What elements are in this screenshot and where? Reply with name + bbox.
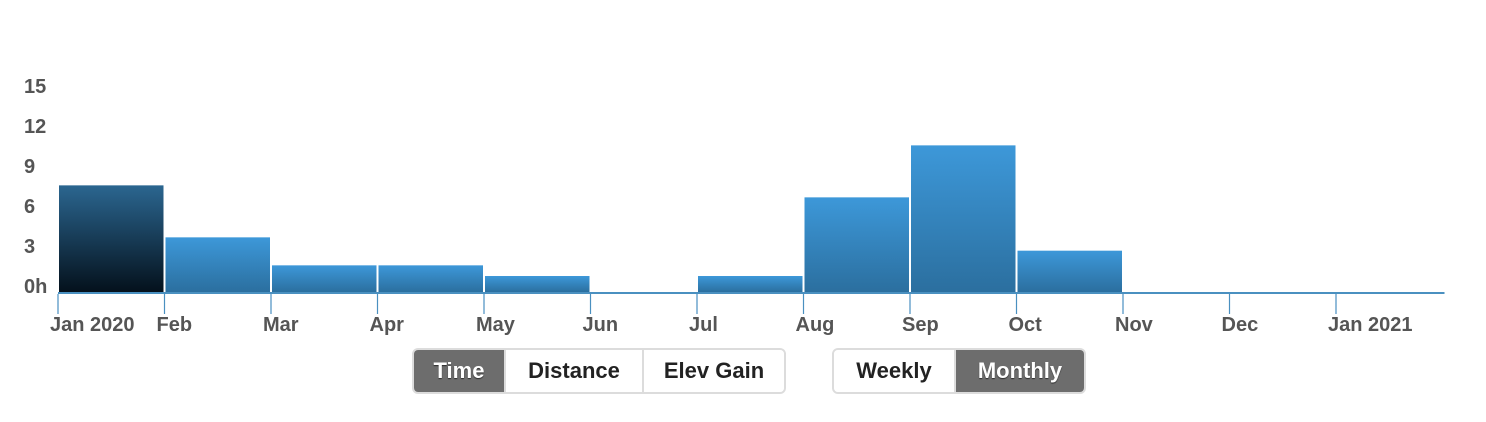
x-tick-label: Feb: [157, 314, 193, 336]
x-axis: Jan 2020 Feb Mar Apr May Jun Jul Aug Sep Oct Nov De…: [50, 293, 1445, 336]
x-tick-label: Apr: [370, 314, 405, 336]
y-tick-label: 6: [24, 196, 35, 218]
bars: [59, 145, 1122, 292]
x-tick-label: Aug: [796, 314, 835, 336]
bar[interactable]: [805, 197, 910, 292]
x-tick-label: May: [476, 314, 516, 336]
y-tick-label: 12: [24, 116, 46, 138]
y-tick-label: 15: [24, 76, 46, 98]
y-tick-label: 9: [24, 156, 35, 178]
time-button[interactable]: Time: [414, 350, 506, 392]
bar[interactable]: [272, 265, 377, 292]
bar[interactable]: [911, 145, 1016, 292]
bar[interactable]: [166, 237, 271, 292]
metric-toggle-group: Time Distance Elev Gain: [412, 348, 786, 394]
period-toggle-group: Weekly Monthly: [832, 348, 1086, 394]
x-tick-label: Nov: [1115, 314, 1154, 336]
elev-gain-button[interactable]: Elev Gain: [644, 350, 784, 392]
x-tick-label: Mar: [263, 314, 299, 336]
weekly-button[interactable]: Weekly: [834, 350, 956, 392]
bar[interactable]: [485, 276, 590, 292]
bar[interactable]: [698, 276, 803, 292]
monthly-button[interactable]: Monthly: [956, 350, 1084, 392]
x-tick-label: Sep: [902, 314, 939, 336]
y-tick-label: 3: [24, 236, 35, 258]
bar[interactable]: [1018, 251, 1123, 292]
x-tick-label: Oct: [1009, 314, 1043, 336]
x-tick-label: Jun: [583, 314, 619, 336]
distance-button[interactable]: Distance: [506, 350, 644, 392]
monthly-time-chart: 0h 3 6 9 12 15 Jan 2020 Feb Mar Apr May Jun Jul Aug S…: [0, 0, 1486, 345]
x-tick-label: Dec: [1222, 314, 1259, 336]
bar[interactable]: [59, 185, 164, 292]
x-tick-label: Jan 2020: [50, 314, 135, 336]
y-tick-label: 0h: [24, 276, 47, 298]
x-tick-label: Jan 2021: [1328, 314, 1413, 336]
x-tick-label: Jul: [689, 314, 718, 336]
y-axis: 0h 3 6 9 12 15: [24, 76, 47, 298]
bar[interactable]: [379, 265, 484, 292]
